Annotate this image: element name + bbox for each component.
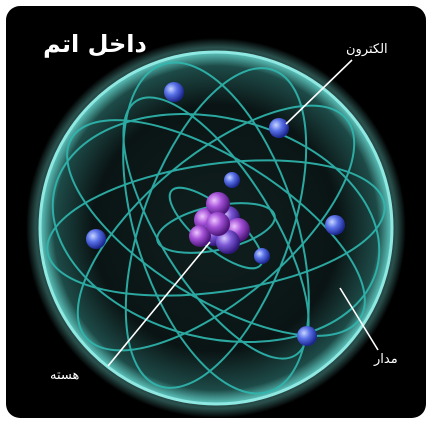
electron xyxy=(86,229,106,249)
orbit xyxy=(66,119,366,337)
orbit xyxy=(122,96,310,360)
electron xyxy=(254,248,270,264)
nucleus xyxy=(189,192,250,254)
proton xyxy=(189,225,211,247)
neutron xyxy=(216,230,240,254)
orbit-pointer-line xyxy=(339,287,379,351)
pointer-lines xyxy=(107,59,379,367)
orbit xyxy=(76,104,356,352)
electrons xyxy=(86,82,345,346)
atom-diagram-frame: داخل اتم الکترون مدار هسته xyxy=(6,6,426,418)
proton xyxy=(206,192,230,216)
electron xyxy=(224,172,240,188)
electron xyxy=(164,82,184,102)
orbit-label: مدار xyxy=(374,352,398,367)
nucleus-pointer-line xyxy=(107,241,211,367)
electron xyxy=(297,326,317,346)
orbit xyxy=(46,159,386,297)
atom-illustration xyxy=(26,38,406,418)
electron xyxy=(269,118,289,138)
nucleus-label: هسته xyxy=(50,368,80,383)
proton xyxy=(206,212,230,236)
orbit xyxy=(122,61,310,395)
orbit xyxy=(124,67,308,389)
electron xyxy=(325,215,345,235)
electron-label: الکترون xyxy=(346,42,388,57)
orbits xyxy=(46,61,386,395)
orbit xyxy=(51,112,381,344)
diagram-title: داخل اتم xyxy=(43,30,147,58)
electron-pointer-line xyxy=(285,59,353,125)
